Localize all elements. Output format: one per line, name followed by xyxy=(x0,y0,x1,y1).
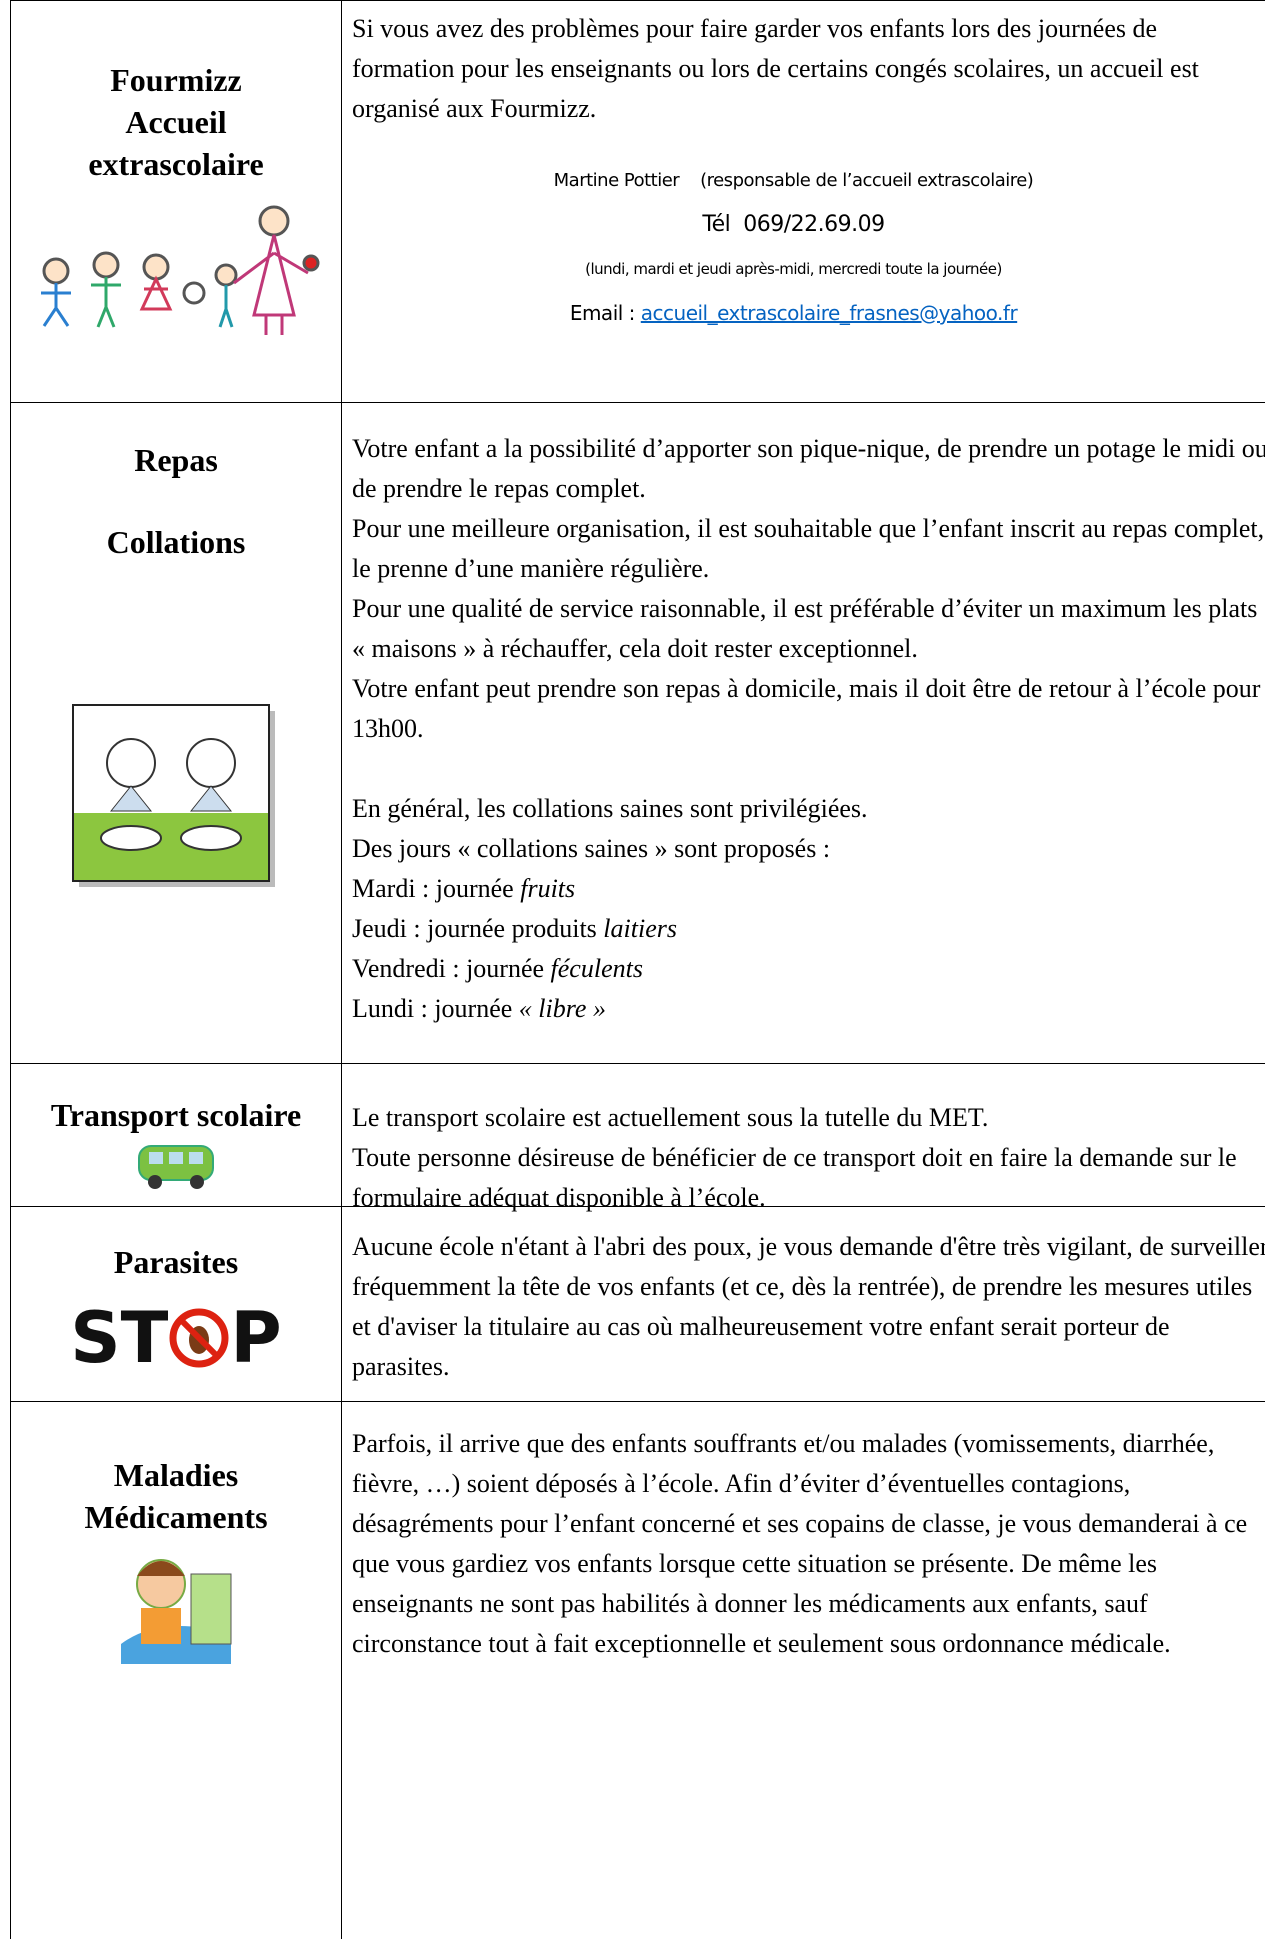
right-cell: Aucune école n'étant à l'abri des poux, … xyxy=(352,1207,1265,1401)
day-label: Jeudi : journée produits xyxy=(352,914,604,943)
row-parasites: Parasites ST P Aucune école n'étant à l'… xyxy=(10,1206,1265,1401)
left-cell: Fourmizz Accueil extrascolaire xyxy=(10,1,342,402)
row-fourmizz: Fourmizz Accueil extrascolaire Si vous a… xyxy=(10,0,1265,402)
right-cell: Parfois, il arrive que des enfants souff… xyxy=(352,1402,1265,1939)
stop-text: P xyxy=(230,1297,282,1379)
bus-illustration xyxy=(138,1145,214,1189)
title-line: Parasites xyxy=(113,1244,239,1280)
paragraph: Des jours « collations saines » sont pro… xyxy=(352,834,831,863)
title-line: Transport scolaire xyxy=(50,1097,302,1133)
contact-hours: (lundi, mardi et jeudi après-midi, mercr… xyxy=(585,260,1002,278)
right-cell: Le transport scolaire est actuellement s… xyxy=(352,1064,1265,1212)
day-line: Jeudi : journée produits laitiers xyxy=(352,909,1265,949)
day-line: Lundi : journée « libre » xyxy=(352,989,1265,1029)
day-label: Lundi : journée xyxy=(352,994,519,1023)
day-line: Vendredi : journée féculents xyxy=(352,949,1265,989)
paragraph: Votre enfant peut prendre son repas à do… xyxy=(352,674,1261,743)
contact: Martine Pottier (responsable de l’accuei… xyxy=(352,159,1265,335)
day-type: laitiers xyxy=(603,914,677,943)
row-maladies: Maladies Médicaments Parfois, il arrive … xyxy=(10,1401,1265,1939)
email-link[interactable]: accueil_extrascolaire_frasnes@yahoo.fr xyxy=(640,301,1018,325)
paragraph: Pour une qualité de service raisonnable,… xyxy=(352,594,1258,663)
paragraph: Aucune école n'étant à l'abri des poux, … xyxy=(352,1232,1265,1381)
contact-phone: Tél 069/22.69.09 xyxy=(702,212,885,237)
title-line: Repas xyxy=(134,442,218,478)
title-line: Collations xyxy=(106,524,246,560)
day-type: fruits xyxy=(520,874,576,903)
left-cell: Transport scolaire xyxy=(10,1064,342,1206)
paragraph: Parfois, il arrive que des enfants souff… xyxy=(352,1429,1248,1658)
paragraph: Si vous avez des problèmes pour faire ga… xyxy=(352,14,1199,123)
left-cell: Repas Collations xyxy=(10,403,342,1063)
day-label: Vendredi : journée xyxy=(352,954,551,983)
left-cell: Parasites ST P xyxy=(10,1207,342,1401)
day-type: « libre » xyxy=(518,994,606,1023)
right-cell: Si vous avez des problèmes pour faire ga… xyxy=(352,1,1265,402)
day-line: Mardi : journée fruits xyxy=(352,869,1265,909)
paragraph: Toute personne désireuse de bénéficier d… xyxy=(352,1143,1237,1212)
paragraph: Le transport scolaire est actuellement s… xyxy=(352,1103,989,1132)
days-list: Mardi : journée fruits Jeudi : journée pr… xyxy=(352,869,1265,1029)
stop-icon xyxy=(169,1308,229,1368)
paragraph: Votre enfant a la possibilité d’apporter… xyxy=(352,434,1265,503)
title-line: extrascolaire xyxy=(88,146,264,182)
right-cell: Votre enfant a la possibilité d’apporter… xyxy=(352,403,1265,1063)
contact-name: Martine Pottier (responsable de l’accuei… xyxy=(553,170,1034,191)
stop-text: ST xyxy=(70,1297,169,1379)
children-illustration xyxy=(41,205,320,335)
meal-illustration xyxy=(72,704,275,887)
row-transport: Transport scolaire Le transport scolaire… xyxy=(10,1063,1265,1212)
left-cell: Maladies Médicaments xyxy=(10,1402,342,1939)
title-line: Maladies xyxy=(113,1457,239,1493)
paragraph: En général, les collations saines sont p… xyxy=(352,794,868,823)
row-title: Fourmizz Accueil extrascolaire xyxy=(11,59,341,185)
title-line: Accueil xyxy=(125,104,227,140)
stop-logo: ST P xyxy=(11,1303,341,1373)
row-repas: Repas Collations Votre enfant a la possi… xyxy=(10,402,1265,1063)
title-line: Médicaments xyxy=(84,1499,268,1535)
paragraph: Pour une meilleure organisation, il est … xyxy=(352,514,1265,583)
sick-child-illustration xyxy=(121,1559,232,1664)
day-type: féculents xyxy=(550,954,643,983)
email-label: Email : xyxy=(569,301,641,325)
title-line: Fourmizz xyxy=(110,62,242,98)
day-label: Mardi : journée xyxy=(352,874,521,903)
